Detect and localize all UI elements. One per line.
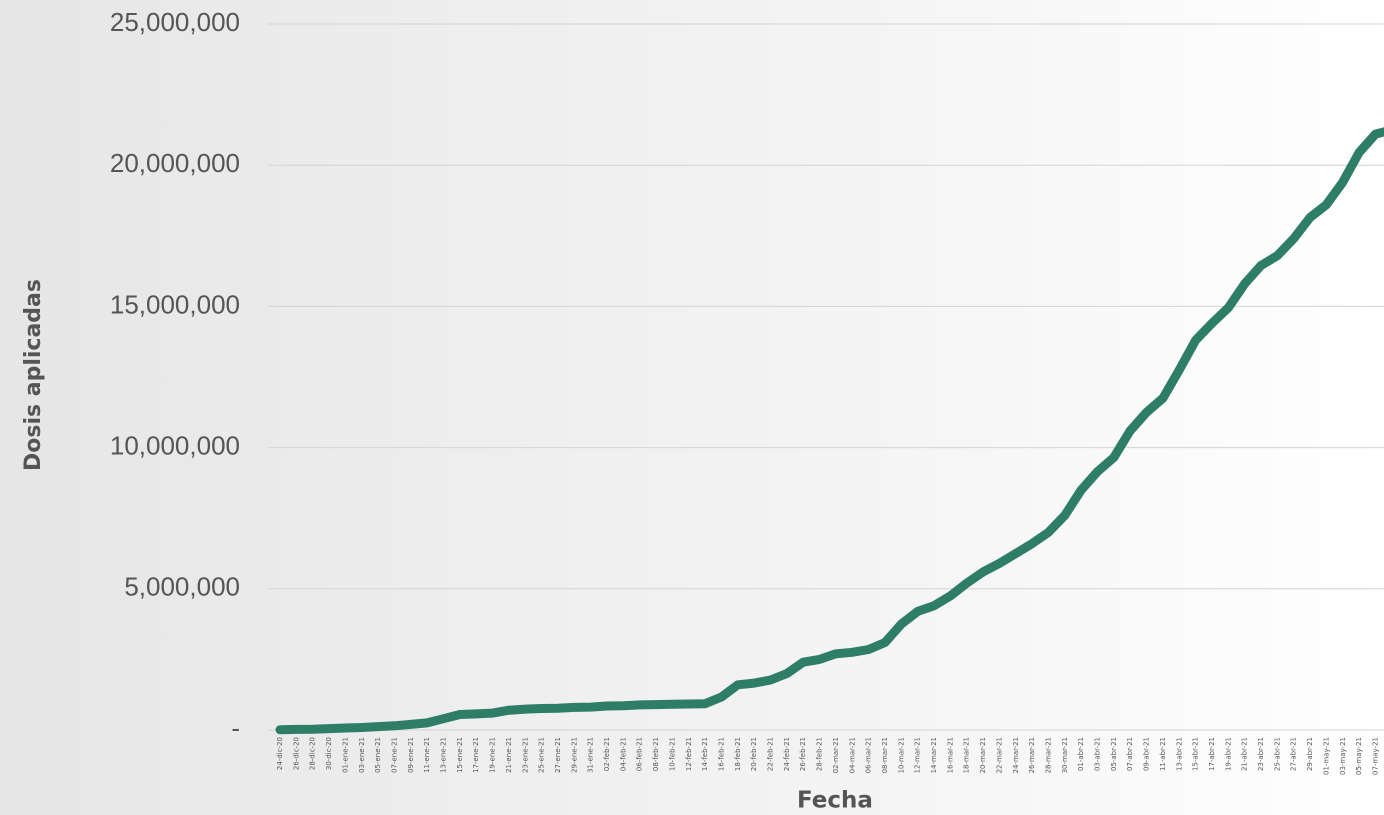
x-tick-label: 09-ene-21 [407, 737, 415, 773]
x-tick-label: 17-ene-21 [472, 737, 480, 773]
y-tick-label: 25,000,000 [110, 7, 240, 37]
x-tick-label: 07-may-21 [1371, 737, 1379, 775]
x-tick-label: 20-feb-21 [750, 737, 758, 771]
x-tick-label: 21-abr-21 [1241, 737, 1249, 771]
x-tick-label: 12-feb-21 [685, 737, 693, 771]
x-tick-label: 11-ene-21 [423, 737, 431, 773]
x-tick-label: 03-may-21 [1339, 737, 1347, 775]
x-tick-label: 19-ene-21 [489, 737, 497, 773]
x-tick-label: 16-feb-21 [717, 737, 725, 771]
x-tick-label: 01-ene-21 [341, 737, 349, 773]
x-tick-label: 24-dic-20 [276, 737, 284, 770]
x-tick-label: 16-mar-21 [946, 737, 954, 773]
x-tick-label: 29-abr-21 [1306, 737, 1314, 771]
x-tick-label: 24-mar-21 [1012, 737, 1020, 773]
x-tick-label: 13-ene-21 [440, 737, 448, 773]
x-tick-label: 20-mar-21 [979, 737, 987, 773]
x-tick-label: 05-may-21 [1355, 737, 1363, 775]
x-tick-label: 22-feb-21 [767, 737, 775, 771]
x-tick-label: 18-mar-21 [963, 737, 971, 773]
x-tick-label: 05-ene-21 [374, 737, 382, 773]
y-tick-label: 20,000,000 [110, 148, 240, 178]
x-tick-label: 02-feb-21 [603, 737, 611, 771]
x-tick-label: 02-mar-21 [832, 737, 840, 773]
x-tick-label: 24-feb-21 [783, 737, 791, 771]
x-tick-label: 08-mar-21 [881, 737, 889, 773]
x-tick-label: 14-mar-21 [930, 737, 938, 773]
x-tick-label: 04-mar-21 [848, 737, 856, 773]
x-tick-label: 10-mar-21 [897, 737, 905, 773]
x-tick-label: 18-feb-21 [734, 737, 742, 771]
x-tick-label: 31-ene-21 [587, 737, 595, 773]
x-tick-label: 26-mar-21 [1028, 737, 1036, 773]
x-tick-label: 27-abr-21 [1290, 737, 1298, 771]
x-tick-label: 22-mar-21 [995, 737, 1003, 773]
data-line [275, 127, 1384, 735]
x-tick-label: 01-may-21 [1322, 737, 1330, 775]
x-tick-label: 04-feb-21 [619, 737, 627, 771]
x-tick-label: 23-abr-21 [1257, 737, 1265, 771]
x-tick-label: 30-mar-21 [1061, 737, 1069, 773]
x-tick-label: 13-abr-21 [1175, 737, 1183, 771]
x-tick-label: 07-ene-21 [390, 737, 398, 773]
x-tick-label: 17-abr-21 [1208, 737, 1216, 771]
x-tick-label: 27-ene-21 [554, 737, 562, 773]
x-tick-label: 06-mar-21 [865, 737, 873, 773]
x-tick-label: 14-feb-21 [701, 737, 709, 771]
x-tick-label: 30-dic-20 [325, 737, 333, 770]
y-tick-label: - [231, 713, 240, 743]
x-tick-label: 29-ene-21 [570, 737, 578, 773]
x-tick-label: 23-ene-21 [521, 737, 529, 773]
x-tick-label: 09-abr-21 [1143, 737, 1151, 771]
x-tick-label: 07-abr-21 [1126, 737, 1134, 771]
y-tick-label: 15,000,000 [110, 289, 240, 319]
x-tick-label: 28-dic-20 [309, 737, 317, 770]
x-tick-label: 10-feb-21 [668, 737, 676, 771]
y-tick-label: 5,000,000 [124, 572, 240, 602]
x-axis-label: Fecha [797, 788, 873, 814]
x-tick-label: 28-feb-21 [816, 737, 824, 771]
x-tick-label: 28-mar-21 [1044, 737, 1052, 773]
x-tick-label: 06-feb-21 [636, 737, 644, 771]
y-tick-label: 10,000,000 [110, 430, 240, 460]
x-tick-label: 26-dic-20 [292, 737, 300, 770]
x-tick-label: 11-abr-21 [1159, 737, 1167, 771]
x-tick-label: 21-ene-21 [505, 737, 513, 773]
x-tick-label: 19-abr-21 [1224, 737, 1232, 771]
x-tick-label: 25-abr-21 [1273, 737, 1281, 771]
x-tick-label: 03-abr-21 [1094, 737, 1102, 771]
x-tick-label: 01-abr-21 [1077, 737, 1085, 771]
x-tick-label: 15-ene-21 [456, 737, 464, 773]
y-axis-label: Dosis aplicadas [21, 279, 46, 471]
x-tick-label: 12-mar-21 [914, 737, 922, 773]
x-tick-label: 15-abr-21 [1192, 737, 1200, 771]
x-tick-label: 08-feb-21 [652, 737, 660, 771]
x-tick-label: 26-feb-21 [799, 737, 807, 771]
x-tick-label: 03-ene-21 [358, 737, 366, 773]
x-tick-label: 05-abr-21 [1110, 737, 1118, 771]
x-tick-label: 25-ene-21 [538, 737, 546, 773]
